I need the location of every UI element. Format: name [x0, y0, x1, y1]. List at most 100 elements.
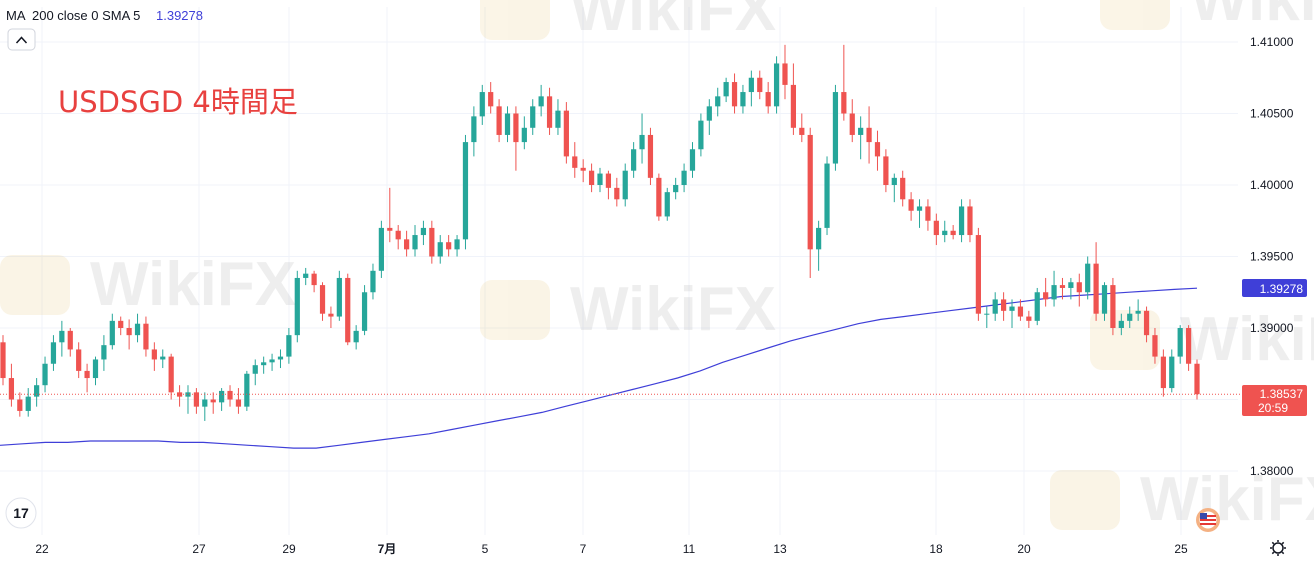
candle-body	[462, 142, 469, 240]
candle-body	[773, 63, 780, 107]
watermark: WikiFX	[1050, 465, 1314, 534]
candle-body	[1127, 313, 1133, 321]
candle-body	[134, 323, 141, 336]
candle-body	[1160, 356, 1166, 389]
candle-body	[605, 173, 612, 188]
candle-body	[34, 385, 40, 397]
tradingview-logo[interactable]: 17	[5, 497, 37, 529]
y-tick-label: 1.39000	[1250, 321, 1294, 335]
candle-body	[361, 292, 368, 331]
candle-body	[387, 227, 393, 231]
candle-body	[681, 170, 687, 185]
candle-body	[67, 330, 73, 350]
candle-body	[538, 96, 544, 107]
candle-body	[546, 96, 553, 128]
candle-body	[504, 113, 511, 135]
svg-text:WikiFX: WikiFX	[570, 0, 776, 44]
candle-body	[336, 277, 342, 317]
candle-body	[942, 230, 948, 236]
candle-body	[841, 92, 847, 114]
candle-body	[572, 156, 578, 168]
last-price-countdown: 20:59	[1258, 401, 1288, 415]
candle-body	[454, 239, 460, 250]
candle-body	[925, 206, 931, 221]
y-tick-label: 1.40500	[1250, 107, 1294, 121]
candle-body	[1034, 292, 1040, 321]
candle-body	[84, 370, 90, 379]
candle-body	[891, 177, 897, 185]
watermark: WikiFX	[1090, 305, 1314, 374]
chart-grid	[0, 7, 1238, 535]
candle-body	[816, 227, 822, 250]
y-tick-label: 1.40000	[1250, 178, 1294, 192]
candle-body	[0, 342, 6, 379]
candle-body	[294, 277, 300, 336]
candle-body	[706, 106, 712, 121]
candle-body	[723, 82, 729, 97]
x-tick-label: 11	[683, 542, 696, 556]
candle-body	[748, 77, 754, 93]
candle-body	[1000, 299, 1007, 311]
candle-body	[900, 177, 906, 200]
candle-body	[597, 173, 603, 185]
candle-body	[1194, 363, 1200, 395]
candle-body	[370, 270, 376, 293]
settings-gear-icon[interactable]	[1270, 540, 1286, 556]
watermark: WikiFX	[0, 250, 296, 319]
x-tick-label: 29	[282, 542, 296, 556]
candle-body	[874, 142, 881, 157]
candle-body	[235, 399, 242, 407]
collapse-legend-button[interactable]	[7, 28, 36, 51]
chart-title: USDSGD 4時間足	[58, 85, 298, 119]
candle-body	[303, 273, 309, 278]
candle-body	[1051, 285, 1057, 300]
candle-body	[168, 356, 174, 393]
svg-text:WikiFX: WikiFX	[570, 275, 776, 344]
watermark-layer: WikiFX WikiFX WikiFX WikiFX WikiFX WikiFX	[0, 0, 1314, 534]
candle-body	[471, 116, 477, 143]
candle-body	[143, 323, 149, 350]
candle-body	[202, 399, 208, 407]
time-axis: 22 27 29 7月 5 7 11 13 18 20 25	[35, 542, 1188, 556]
candle-body	[109, 320, 115, 346]
candle-body	[614, 187, 620, 200]
x-tick-label: 20	[1017, 542, 1031, 556]
candle-body	[656, 177, 662, 217]
candle-body	[17, 399, 23, 411]
indicator-name: MA	[6, 8, 26, 23]
x-tick-label: 22	[35, 542, 49, 556]
candle-body	[1118, 320, 1124, 328]
svg-text:WikiFX: WikiFX	[90, 250, 296, 319]
candle-body	[1143, 310, 1150, 336]
candle-body	[513, 113, 519, 143]
candle-body	[1009, 306, 1015, 311]
ma-price-label-text: 1.39278	[1260, 282, 1304, 296]
svg-text:WikiFX: WikiFX	[1140, 465, 1314, 534]
us-flag-event-icon[interactable]	[1196, 508, 1220, 532]
candle-body	[269, 359, 275, 363]
candle-body	[101, 345, 107, 360]
candle-body	[883, 156, 889, 185]
ma-price-label: 1.39278	[1242, 279, 1307, 297]
candle-body	[244, 373, 250, 407]
candle-body	[1177, 328, 1183, 357]
candle-body	[25, 396, 31, 411]
candle-body	[420, 227, 427, 236]
x-tick-label: 27	[192, 542, 206, 556]
candle-body	[757, 77, 763, 93]
candle-body	[277, 356, 284, 360]
svg-text:WikiFX: WikiFX	[1180, 305, 1314, 374]
candle-body	[479, 92, 485, 117]
candle-body	[555, 110, 561, 128]
candle-body	[319, 285, 326, 314]
candle-body	[530, 106, 536, 128]
candle-body	[866, 127, 872, 143]
candle-body	[647, 134, 654, 178]
candle-body	[59, 330, 65, 343]
candle-body	[345, 277, 351, 343]
candle-body	[429, 227, 435, 257]
x-tick-label: 13	[773, 542, 787, 556]
candle-body	[118, 320, 124, 328]
candle-body	[731, 82, 738, 107]
